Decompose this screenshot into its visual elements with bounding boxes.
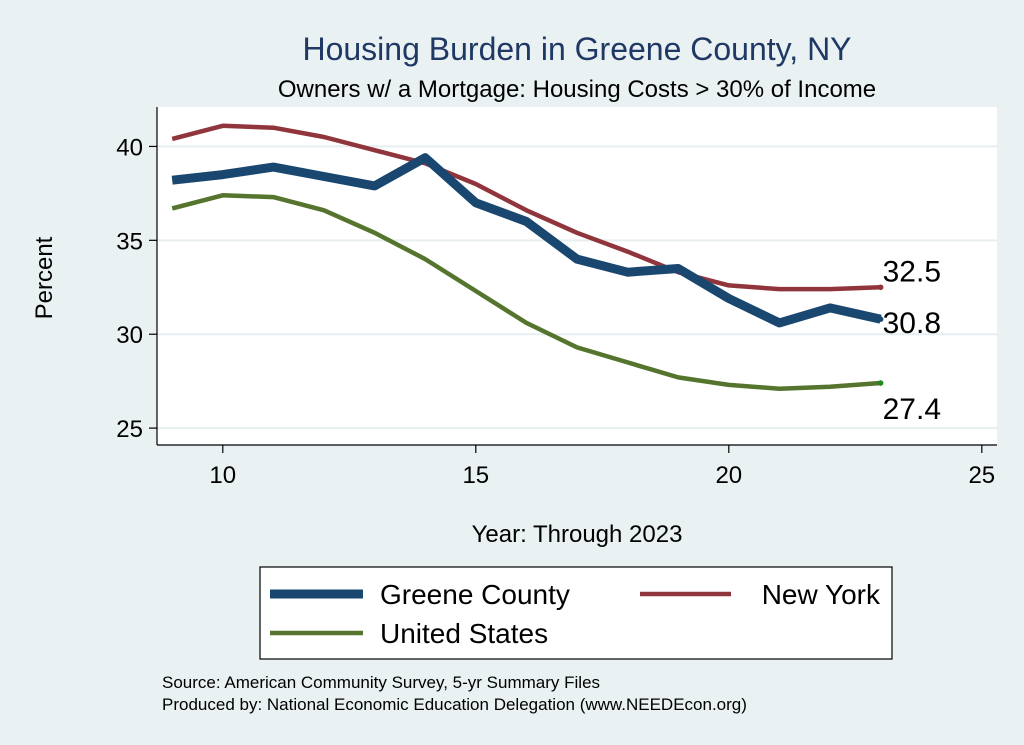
plot-area: [157, 107, 997, 445]
end-label-united-states: 27.4: [883, 393, 941, 426]
y-tick-label: 25: [116, 416, 143, 443]
x-axis-label: Year: Through 2023: [472, 521, 683, 548]
series-endpoint-new-york: [877, 284, 884, 291]
chart-subtitle: Owners w/ a Mortgage: Housing Costs > 30…: [278, 76, 876, 103]
y-tick-label: 40: [116, 134, 143, 161]
x-tick-label: 20: [715, 462, 742, 489]
legend-label-new-york: New York: [762, 579, 881, 610]
series-endpoint-greene-county: [877, 316, 884, 322]
end-labels: 30.8 32.5 27.4: [883, 255, 941, 426]
chart-title: Housing Burden in Greene County, NY: [302, 31, 851, 67]
series-line-new-york: [171, 123, 881, 292]
x-tick-label: 10: [209, 462, 236, 489]
legend-label-greene-county: Greene County: [380, 579, 570, 610]
series-line-united-states: [171, 193, 881, 391]
gridlines: [157, 145, 997, 430]
axes: [149, 107, 997, 453]
end-label-new-york: 32.5: [883, 255, 941, 288]
legend-box: [259, 566, 893, 660]
x-tick-label: 15: [462, 462, 489, 489]
x-tick-label: 25: [968, 462, 995, 489]
end-label-greene-county: 30.8: [883, 307, 941, 340]
legend: Greene County New York United States: [270, 579, 881, 649]
source-line-1: Source: American Community Survey, 5-yr …: [162, 673, 600, 692]
y-axis-label: Percent: [31, 236, 58, 319]
y-tick-label: 35: [116, 228, 143, 255]
series-lines: [171, 123, 884, 391]
tick-labels: 25 30 35 40 10 15 20 25: [116, 134, 995, 489]
series-endpoint-united-states: [877, 380, 884, 386]
legend-label-united-states: United States: [380, 618, 548, 649]
series-line-greene-county: [171, 153, 882, 328]
source-line-2: Produced by: National Economic Education…: [162, 695, 747, 714]
y-tick-label: 30: [116, 322, 143, 349]
